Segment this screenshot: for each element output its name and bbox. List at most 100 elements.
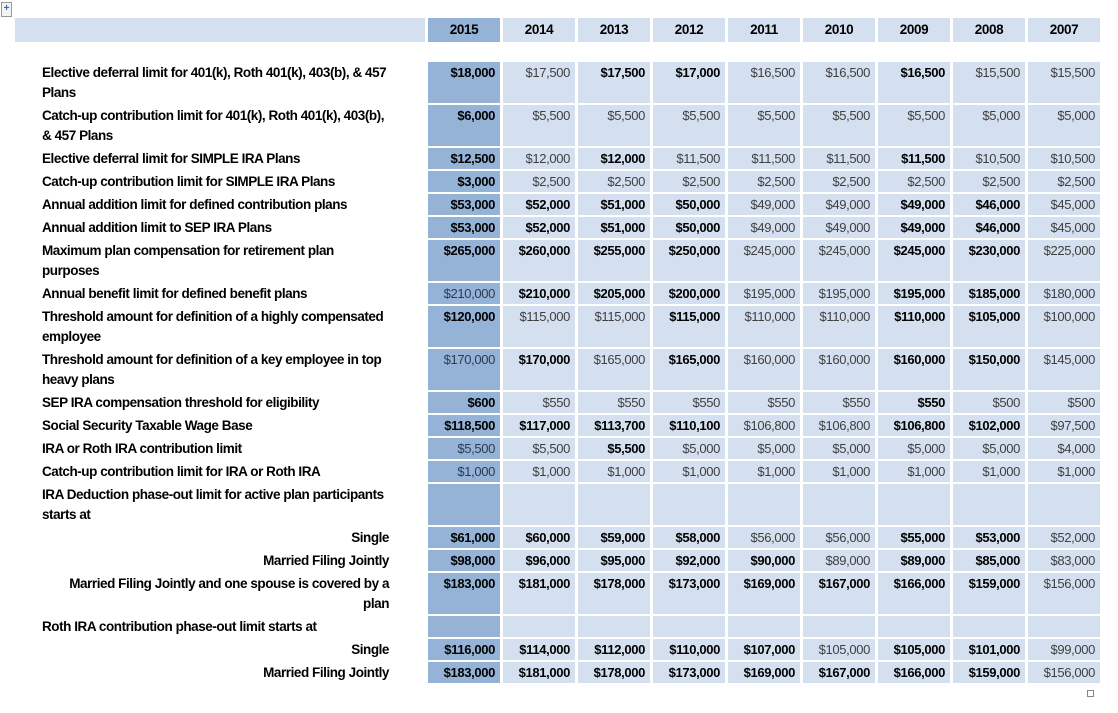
value-cell[interactable] [503,616,575,637]
value-cell[interactable]: $160,000 [803,349,875,390]
year-header-cell[interactable]: 2011 [728,18,800,42]
value-cell[interactable]: $17,500 [578,62,650,103]
value-cell[interactable]: $113,700 [578,415,650,436]
value-cell[interactable]: $102,000 [953,415,1025,436]
row-label-cell[interactable]: Social Security Taxable Wage Base [15,415,425,436]
value-cell[interactable]: $5,000 [653,438,725,459]
value-cell[interactable]: $118,500 [428,415,500,436]
value-cell[interactable]: $5,500 [578,105,650,146]
value-cell[interactable] [728,616,800,637]
value-cell[interactable]: $2,500 [503,171,575,192]
value-cell[interactable]: $11,500 [878,148,950,169]
value-cell[interactable]: $1,000 [503,461,575,482]
value-cell[interactable] [428,484,500,525]
value-cell[interactable]: $49,000 [803,194,875,215]
value-cell[interactable]: $53,000 [953,527,1025,548]
resize-handle[interactable] [1087,690,1094,697]
value-cell[interactable]: $173,000 [653,573,725,614]
value-cell[interactable]: $159,000 [953,573,1025,614]
value-cell[interactable]: $112,000 [578,639,650,660]
value-cell[interactable]: $160,000 [878,349,950,390]
value-cell[interactable] [428,616,500,637]
value-cell[interactable]: $117,000 [503,415,575,436]
value-cell[interactable]: $2,500 [728,171,800,192]
value-cell[interactable]: $245,000 [878,240,950,281]
row-label-cell[interactable]: Catch-up contribution limit for SIMPLE I… [15,171,425,192]
value-cell[interactable]: $5,000 [803,438,875,459]
value-cell[interactable]: $169,000 [728,573,800,614]
value-cell[interactable] [803,616,875,637]
value-cell[interactable]: $15,500 [953,62,1025,103]
value-cell[interactable]: $110,000 [728,306,800,347]
row-label-cell[interactable]: IRA Deduction phase-out limit for active… [15,484,425,525]
value-cell[interactable]: $51,000 [578,217,650,238]
value-cell[interactable] [503,484,575,525]
value-cell[interactable]: $101,000 [953,639,1025,660]
value-cell[interactable]: $49,000 [728,217,800,238]
year-header-cell[interactable]: 2007 [1028,18,1100,42]
value-cell[interactable]: $167,000 [803,573,875,614]
year-header-cell[interactable]: 2009 [878,18,950,42]
row-label-cell[interactable]: Single [15,639,425,660]
value-cell[interactable]: $5,500 [803,105,875,146]
value-cell[interactable]: $49,000 [728,194,800,215]
row-label-cell[interactable]: Married Filing Jointly and one spouse is… [15,573,425,614]
value-cell[interactable]: $183,000 [428,662,500,683]
value-cell[interactable] [578,616,650,637]
value-cell[interactable] [653,616,725,637]
value-cell[interactable] [578,484,650,525]
value-cell[interactable]: $1,000 [953,461,1025,482]
value-cell[interactable] [953,484,1025,525]
value-cell[interactable]: $166,000 [878,662,950,683]
value-cell[interactable]: $1,000 [428,461,500,482]
value-cell[interactable]: $16,500 [728,62,800,103]
value-cell[interactable]: $1,000 [653,461,725,482]
value-cell[interactable] [653,484,725,525]
value-cell[interactable]: $169,000 [728,662,800,683]
row-label-cell[interactable]: Threshold amount for definition of a key… [15,349,425,390]
value-cell[interactable]: $53,000 [428,217,500,238]
header-label-cell[interactable] [15,18,425,42]
row-label-cell[interactable]: Maximum plan compensation for retirement… [15,240,425,281]
value-cell[interactable]: $96,000 [503,550,575,571]
value-cell[interactable]: $106,800 [803,415,875,436]
row-label-cell[interactable]: IRA or Roth IRA contribution limit [15,438,425,459]
value-cell[interactable] [803,484,875,525]
value-cell[interactable]: $11,500 [653,148,725,169]
value-cell[interactable]: $2,500 [953,171,1025,192]
value-cell[interactable]: $178,000 [578,662,650,683]
value-cell[interactable]: $49,000 [803,217,875,238]
value-cell[interactable]: $59,000 [578,527,650,548]
value-cell[interactable]: $99,000 [1028,639,1100,660]
value-cell[interactable]: $60,000 [503,527,575,548]
value-cell[interactable]: $11,500 [803,148,875,169]
value-cell[interactable]: $550 [803,392,875,413]
value-cell[interactable]: $5,000 [878,438,950,459]
value-cell[interactable] [1028,616,1100,637]
value-cell[interactable]: $61,000 [428,527,500,548]
value-cell[interactable]: $52,000 [503,194,575,215]
value-cell[interactable]: $45,000 [1028,217,1100,238]
value-cell[interactable]: $17,000 [653,62,725,103]
row-label-cell[interactable]: Annual addition limit for defined contri… [15,194,425,215]
value-cell[interactable]: $50,000 [653,217,725,238]
value-cell[interactable]: $1,000 [728,461,800,482]
value-cell[interactable]: $150,000 [953,349,1025,390]
row-label-cell[interactable]: Catch-up contribution limit for IRA or R… [15,461,425,482]
value-cell[interactable]: $6,000 [428,105,500,146]
row-label-cell[interactable]: Single [15,527,425,548]
year-header-cell[interactable]: 2010 [803,18,875,42]
value-cell[interactable]: $53,000 [428,194,500,215]
value-cell[interactable]: $51,000 [578,194,650,215]
value-cell[interactable]: $52,000 [503,217,575,238]
value-cell[interactable]: $10,500 [953,148,1025,169]
value-cell[interactable]: $17,500 [503,62,575,103]
value-cell[interactable]: $195,000 [728,283,800,304]
value-cell[interactable]: $50,000 [653,194,725,215]
value-cell[interactable]: $159,000 [953,662,1025,683]
value-cell[interactable]: $5,500 [578,438,650,459]
value-cell[interactable]: $170,000 [503,349,575,390]
value-cell[interactable]: $550 [878,392,950,413]
year-header-cell[interactable]: 2013 [578,18,650,42]
value-cell[interactable]: $550 [503,392,575,413]
